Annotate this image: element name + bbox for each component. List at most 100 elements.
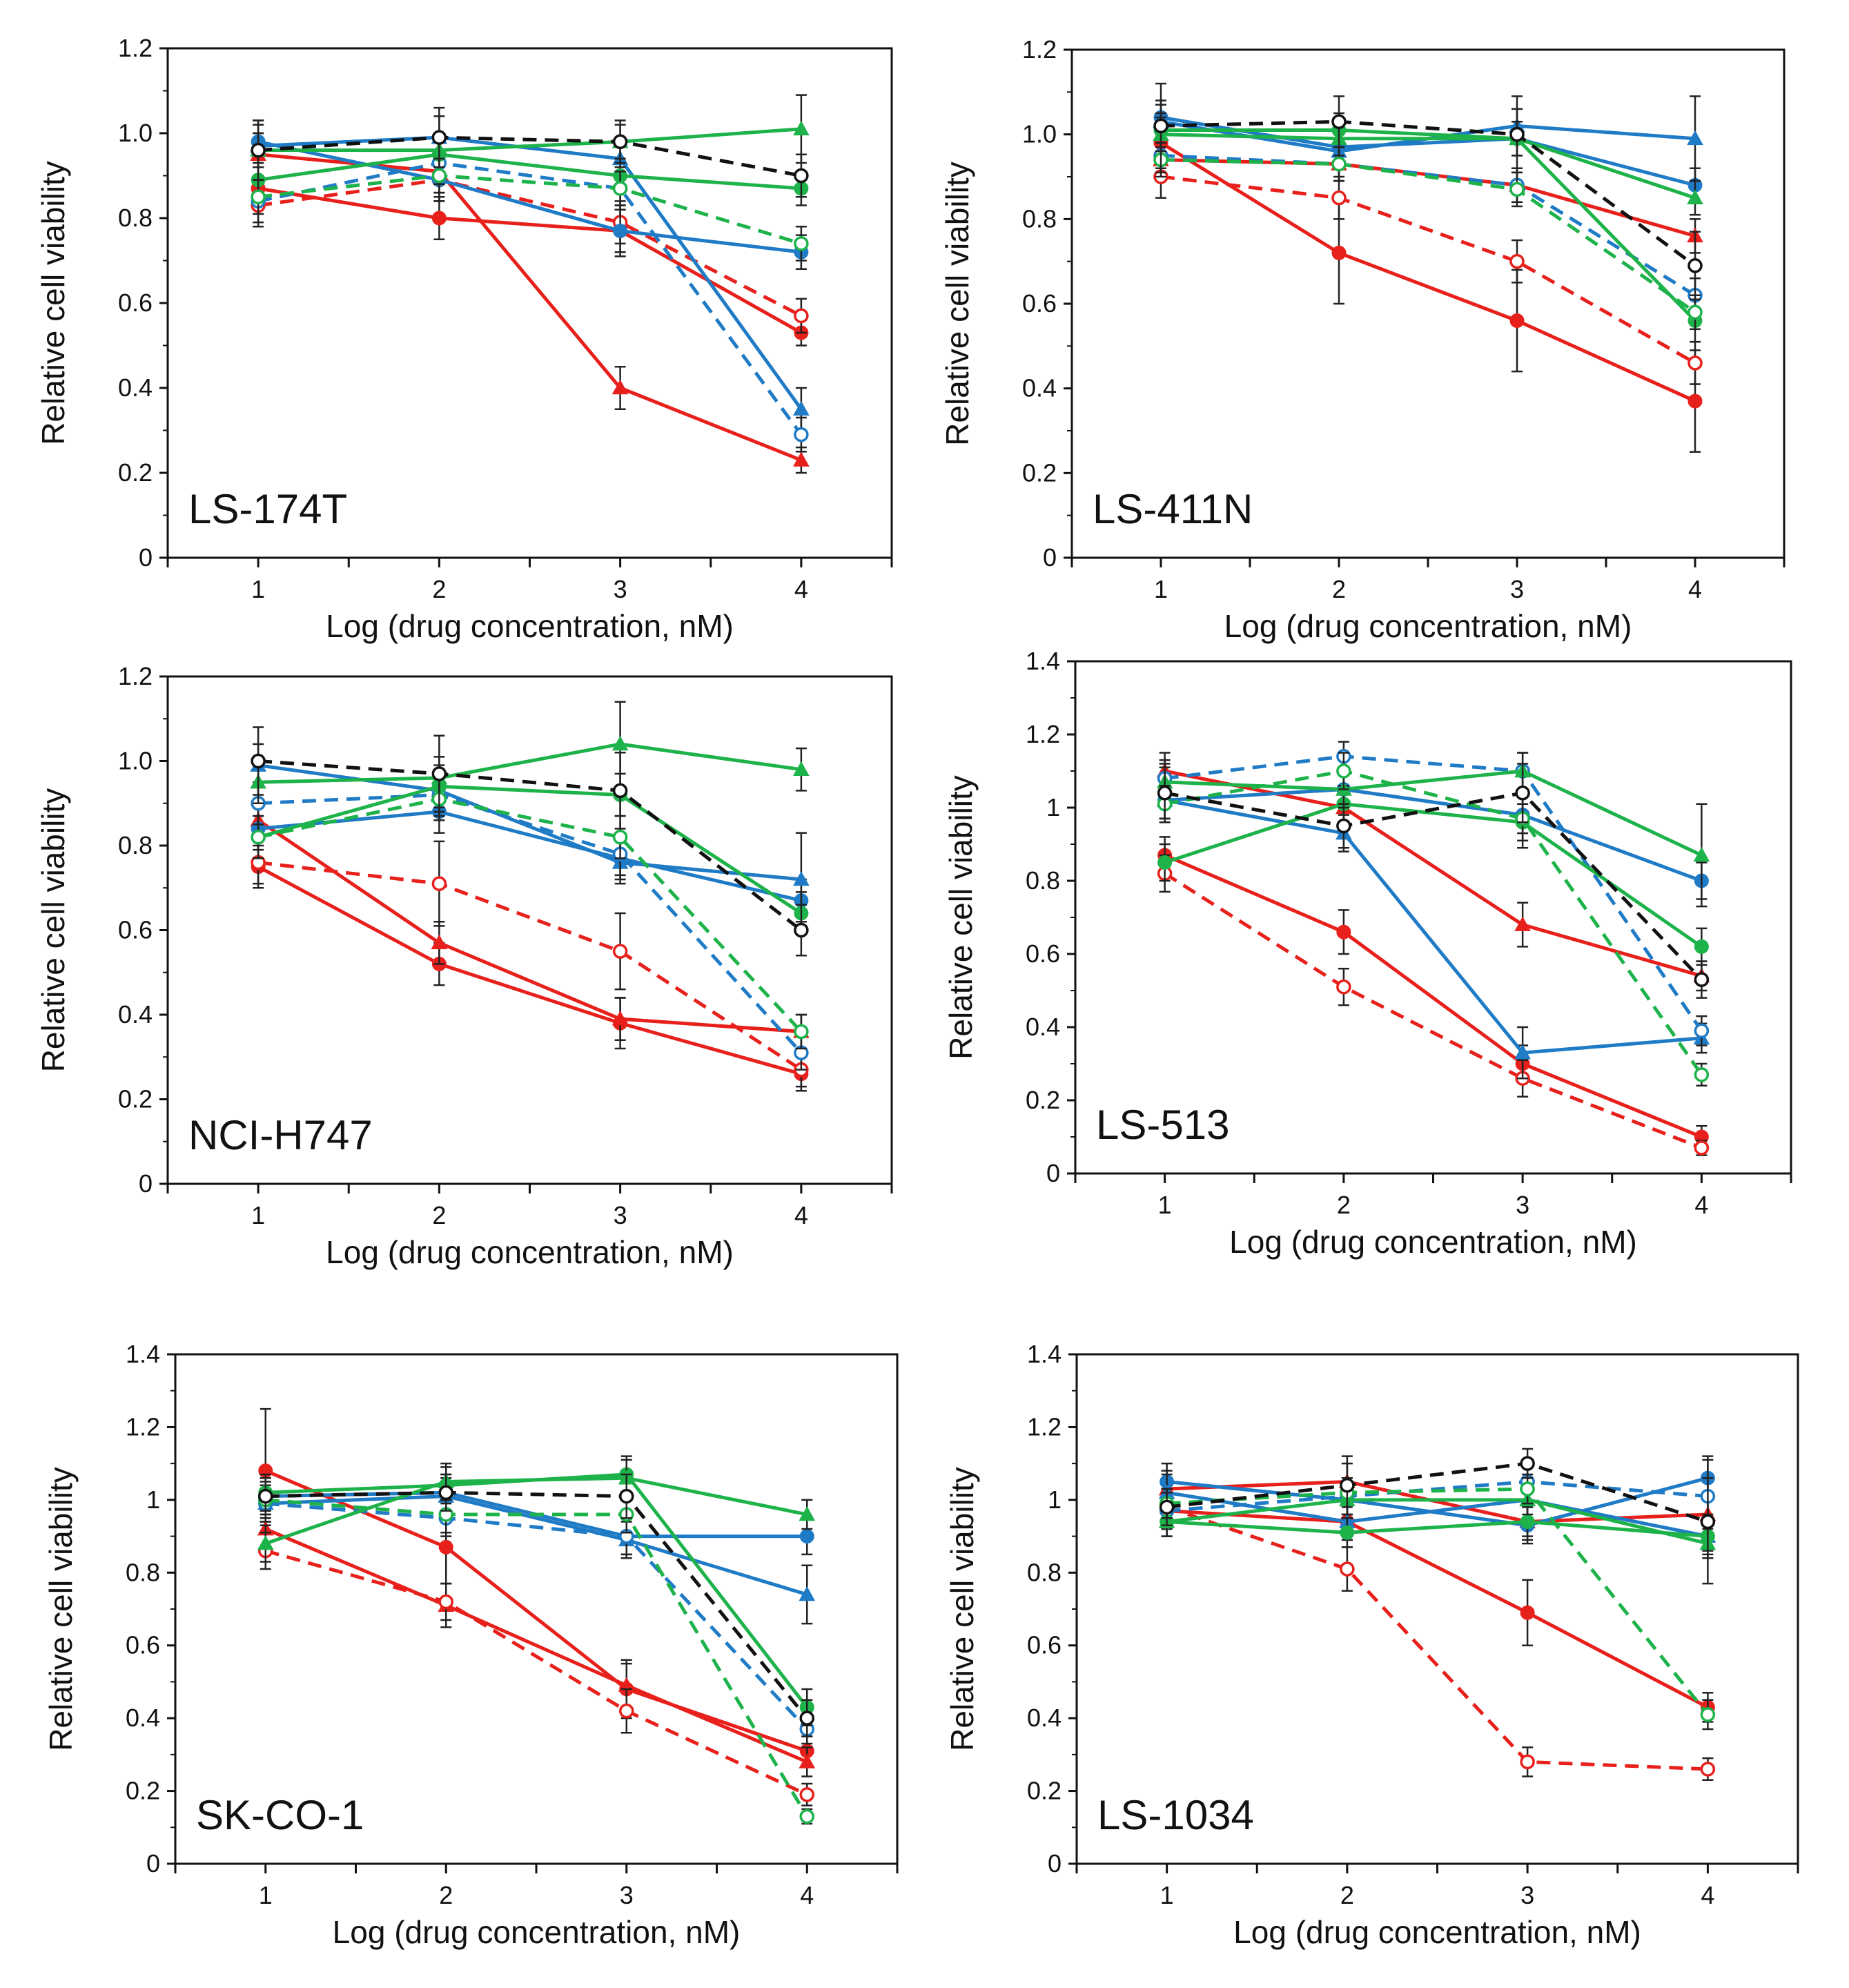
series-line (1166, 1519, 1708, 1539)
y-tick-label: 0.2 (118, 1085, 153, 1113)
series-line (265, 1490, 809, 1719)
series-line (257, 135, 802, 177)
y-tick-label: 1.2 (126, 1412, 160, 1441)
data-point (1336, 818, 1351, 834)
data-point (1700, 1707, 1716, 1722)
x-tick-label: 3 (1510, 575, 1524, 603)
data-point (1520, 1481, 1535, 1497)
y-tick-label: 0.2 (1027, 1777, 1062, 1805)
data-point (619, 1488, 634, 1504)
x-tick-label: 1 (1154, 575, 1168, 603)
series-line (258, 127, 802, 153)
series-line (1160, 141, 1696, 403)
data-point (1687, 189, 1703, 204)
y-tick-label: 0.4 (126, 1704, 160, 1732)
series-line (1166, 1487, 1710, 1716)
y-axis-title: Relative cell viability (43, 1467, 79, 1751)
x-tick-label: 4 (1701, 1881, 1714, 1909)
y-axis-title: Relative cell viability (939, 162, 975, 446)
data-point (612, 830, 628, 845)
series-black-dashed-circle-open (1153, 82, 1703, 301)
series-line (1164, 791, 1703, 981)
series-line (257, 174, 802, 246)
data-point (1515, 786, 1530, 801)
data-point (1157, 786, 1173, 801)
series-line (257, 819, 802, 1033)
series-green-solid-triangle (250, 701, 810, 804)
chart-panel-ls-411n: 0 0.2 0.4 0.6 0.8 1.0 1.2 1 2 3 4 Log (drug concent… (939, 35, 1786, 644)
series-line (264, 1476, 808, 1546)
data-point (1159, 1499, 1175, 1515)
x-tick-label: 2 (1332, 575, 1346, 603)
series-line (1166, 1476, 1709, 1528)
y-tick-label: 0.6 (1027, 1631, 1062, 1659)
series-line (1164, 769, 1703, 1076)
data-point (251, 142, 266, 158)
y-tick-label: 0.4 (118, 1000, 153, 1029)
y-tick-label: 0.4 (1022, 374, 1057, 402)
x-tick-label: 4 (1694, 1191, 1708, 1219)
data-point (257, 1535, 274, 1550)
x-axis-title: Log (drug concentration, nM) (326, 1234, 734, 1270)
data-point (1336, 924, 1351, 939)
data-point (1336, 763, 1351, 779)
series-green-dashed-circle-open (258, 1481, 814, 1825)
x-axis-title: Log (drug concentration, nM) (1229, 1224, 1637, 1260)
cell-line-label: LS-513 (1096, 1102, 1229, 1148)
series-line (1166, 1498, 1708, 1546)
data-point (1694, 972, 1710, 987)
data-point (794, 922, 809, 938)
x-tick-label: 3 (614, 1201, 627, 1229)
series-line (264, 1469, 808, 1753)
data-point (613, 223, 628, 238)
data-point (1331, 245, 1347, 260)
chart-panel-ls-174t: 0 0.2 0.4 0.6 0.8 1.0 1.2 1 2 3 4 Log (drug concent… (35, 34, 893, 644)
series-black-dashed-circle-open (1157, 763, 1710, 999)
data-point (794, 308, 809, 324)
series-line (258, 793, 803, 1054)
data-point (1687, 304, 1703, 320)
series-line (1161, 128, 1696, 322)
data-point (1700, 1762, 1716, 1777)
series-red-dashed-circle-open (1153, 155, 1703, 385)
y-tick-label: 0.8 (1022, 204, 1057, 233)
series-red-dashed-circle-open (1159, 1488, 1716, 1782)
y-tick-label: 0 (146, 1849, 160, 1878)
data-point (794, 1024, 809, 1040)
series-red-dashed-circle-open (251, 840, 809, 1088)
y-tick-label: 1.4 (1026, 647, 1060, 675)
data-point (793, 120, 810, 136)
series-blue-solid-circle-filled (251, 790, 809, 923)
y-tick-label: 0.8 (1026, 866, 1060, 895)
x-tick-label: 1 (251, 575, 265, 603)
data-point (612, 181, 628, 196)
series-line (257, 810, 802, 903)
y-tick-label: 0.6 (126, 1631, 160, 1659)
data-point (619, 1703, 634, 1719)
series-line (258, 742, 802, 784)
x-tick-label: 3 (1516, 1191, 1529, 1219)
series-blue-dashed-circle-open (258, 1484, 814, 1745)
cell-line-label: LS-174T (188, 486, 347, 532)
series-line (1160, 119, 1696, 267)
series-line (257, 865, 802, 1076)
data-point (612, 735, 629, 751)
series-green-dashed-circle-open (251, 777, 809, 1050)
x-tick-label: 2 (1340, 1881, 1354, 1909)
plot-frame (166, 47, 893, 559)
series-line (264, 1527, 808, 1764)
data-point (1700, 1514, 1716, 1530)
data-point (612, 944, 628, 959)
series-line (1160, 133, 1696, 200)
series-line (1166, 1505, 1708, 1771)
data-point (612, 134, 628, 150)
data-point (1509, 253, 1525, 269)
data-point (438, 1485, 453, 1501)
series-black-dashed-circle-open (258, 1473, 814, 1737)
y-tick-label: 0.8 (126, 1558, 160, 1586)
data-point (1340, 1561, 1355, 1577)
data-point (431, 168, 447, 184)
data-point (612, 1011, 629, 1026)
data-point (431, 130, 447, 145)
